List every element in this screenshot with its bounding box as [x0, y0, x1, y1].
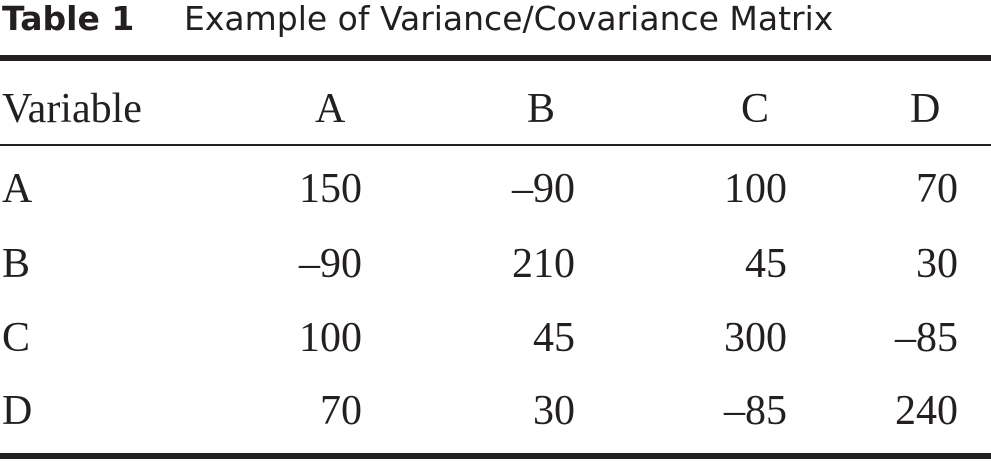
cell-value: –90	[299, 241, 362, 287]
row-label: D	[2, 388, 33, 434]
cell-value: 210	[512, 241, 575, 287]
table-caption: Example of Variance/Covariance Matrix	[184, 0, 834, 38]
cell-value: 100	[724, 166, 787, 212]
column-header: C	[741, 86, 770, 132]
cell-value: 45	[533, 315, 575, 361]
cell-value: –85	[895, 315, 958, 361]
cell-value: 240	[895, 388, 958, 434]
column-header: D	[910, 86, 941, 132]
cell-value: 150	[299, 166, 362, 212]
top-rule	[0, 55, 991, 61]
column-header: A	[315, 86, 346, 132]
cell-value: –85	[724, 388, 787, 434]
column-header: B	[527, 86, 556, 132]
row-label: B	[2, 241, 31, 287]
table-label: Table 1	[2, 0, 135, 38]
row-label: C	[2, 315, 31, 361]
cell-value: 300	[724, 315, 787, 361]
cell-value: 70	[320, 388, 362, 434]
cell-value: 70	[916, 166, 958, 212]
header-rule	[0, 144, 991, 146]
cell-value: 100	[299, 315, 362, 361]
cell-value: –90	[512, 166, 575, 212]
column-header: Variable	[2, 86, 142, 132]
cell-value: 30	[533, 388, 575, 434]
row-label: A	[2, 166, 33, 212]
cell-value: 45	[745, 241, 787, 287]
bottom-rule	[0, 453, 991, 459]
cell-value: 30	[916, 241, 958, 287]
